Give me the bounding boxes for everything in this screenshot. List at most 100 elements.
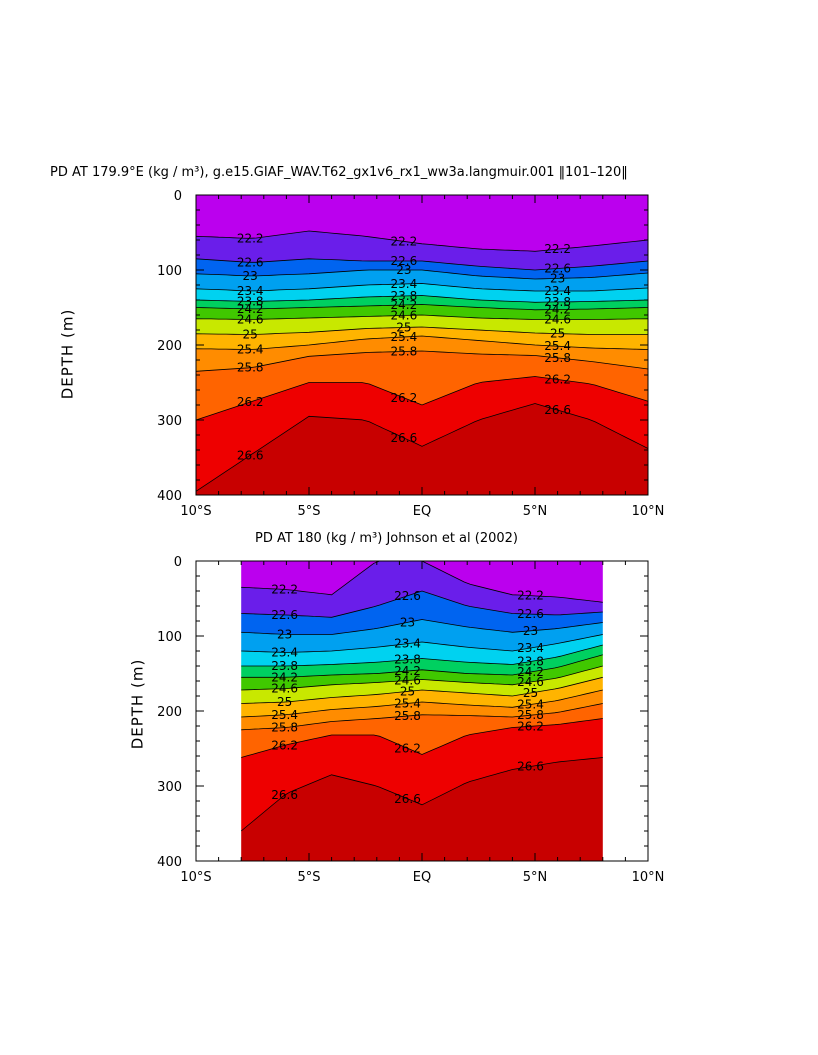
contour-label: 24.2 [237, 302, 264, 316]
y-tick-label: 400 [157, 855, 182, 870]
density-band [196, 231, 648, 270]
contour-line [241, 676, 603, 704]
contour-label: 22.6 [394, 589, 421, 603]
density-band [241, 591, 603, 635]
contour-line [195, 326, 648, 335]
contour-label: 25 [243, 328, 258, 342]
contour-label: 23 [396, 263, 411, 277]
contour-label: 23.4 [391, 277, 418, 291]
contour-label: 24.2 [517, 665, 544, 679]
contour-line [241, 654, 603, 678]
chart-title: PD AT 180 (kg / m³) Johnson et al (2002) [255, 531, 518, 546]
contour-label: 22.6 [237, 255, 264, 269]
contour-line [241, 718, 603, 758]
contour-label: 24.6 [271, 682, 298, 696]
density-band [196, 351, 648, 420]
contour-label: 24.6 [391, 309, 418, 323]
contour-label: 23.8 [391, 289, 418, 303]
density-band [196, 258, 648, 279]
x-tick-label: EQ [413, 504, 431, 519]
contour-line [241, 590, 603, 618]
contour-label: 26.6 [544, 403, 571, 417]
contour-label: 22.2 [517, 589, 544, 603]
contour-label: 25.8 [517, 708, 544, 722]
density-band [196, 270, 648, 291]
contour-label: 25.8 [394, 709, 421, 723]
contour-line [195, 304, 649, 311]
y-tick-label: 300 [157, 780, 182, 795]
contour-line [195, 376, 649, 421]
contour-label: 25.4 [517, 698, 544, 712]
density-band [241, 666, 603, 704]
contour-line [195, 230, 649, 252]
contour-label: 22.2 [271, 582, 298, 596]
density-band [196, 195, 648, 252]
contour-label: 25.8 [544, 351, 571, 365]
contour-label: 23.8 [517, 655, 544, 669]
density-band [241, 619, 603, 653]
contour-label: 25.4 [237, 343, 264, 357]
contour-label: 23.4 [517, 641, 544, 655]
density-band [196, 283, 648, 303]
contour-label: 23.8 [237, 294, 264, 308]
contour-line [241, 689, 603, 718]
contour-label: 26.2 [237, 395, 264, 409]
contour-label: 25 [400, 684, 415, 698]
density-band [241, 718, 603, 831]
contour-label: 24.6 [394, 674, 421, 688]
x-tick-label: 10°S [180, 504, 211, 519]
contour-label: 22.6 [544, 262, 571, 276]
panel-model: PD AT 179.9°E (kg / m³), g.e15.GIAF_WAV.… [0, 150, 818, 530]
contour-line [241, 619, 603, 635]
contour-label: 22.2 [544, 242, 571, 256]
contour-line [195, 314, 649, 320]
y-tick-label: 200 [157, 339, 182, 354]
x-tick-label: 5°N [523, 504, 548, 519]
contour-label: 23.8 [271, 659, 298, 673]
chart-title: PD AT 179.9°E (kg / m³), g.e15.GIAF_WAV.… [50, 165, 628, 180]
density-band [196, 304, 648, 320]
contour-label: 24.2 [271, 670, 298, 684]
density-band [241, 561, 603, 603]
x-tick-label: 5°N [523, 870, 548, 885]
y-tick-label: 0 [174, 189, 182, 204]
contour-label: 24.6 [237, 313, 264, 327]
contour-line [195, 258, 649, 271]
x-tick-label: EQ [413, 870, 431, 885]
density-band [241, 645, 603, 678]
contour-line [195, 403, 649, 492]
density-band [241, 757, 603, 861]
contour-label: 26.6 [271, 788, 298, 802]
contour-line [241, 634, 603, 653]
x-tick-label: 5°S [297, 870, 320, 885]
contour-label: 25 [523, 686, 538, 700]
contour-label: 23.4 [271, 645, 298, 659]
contour-label: 26.6 [237, 448, 264, 462]
contour-line [241, 665, 603, 691]
contour-line [241, 644, 603, 667]
panel-observations: PD AT 180 (kg / m³) Johnson et al (2002) [0, 525, 818, 905]
density-band [196, 295, 648, 310]
contour-line [195, 269, 649, 280]
x-tick-label: 10°N [632, 504, 665, 519]
contour-label: 23.4 [394, 637, 421, 651]
density-band [196, 376, 648, 492]
contour-label: 23 [277, 627, 292, 641]
contour-label: 25 [550, 327, 565, 341]
contour-label: 25 [396, 321, 411, 335]
contour-label: 22.6 [517, 607, 544, 621]
contour-label: 26.2 [544, 373, 571, 387]
contour-label: 25.4 [391, 330, 418, 344]
contour-line [195, 283, 649, 292]
contour-label: 23.4 [544, 284, 571, 298]
x-tick-label: 10°N [632, 870, 665, 885]
contour-label: 24.6 [517, 675, 544, 689]
contour-label: 26.2 [271, 738, 298, 752]
contour-label: 25.4 [394, 696, 421, 710]
contour-label: 22.6 [271, 608, 298, 622]
contour-label: 26.6 [394, 792, 421, 806]
density-band [241, 634, 603, 666]
y-tick-label: 100 [157, 630, 182, 645]
contour-line [195, 335, 649, 350]
